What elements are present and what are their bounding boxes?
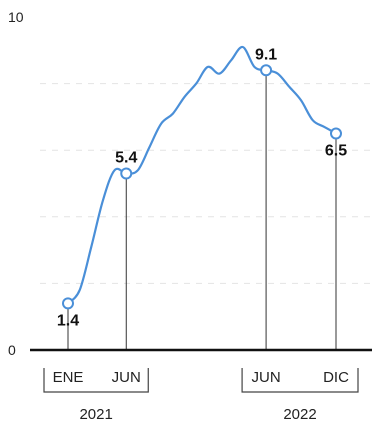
x-tick-label: ENE bbox=[53, 369, 84, 386]
data-label: 9.1 bbox=[255, 46, 277, 63]
x-tick-labels: ENE JUN JUN DIC bbox=[53, 369, 350, 386]
x-tick-label: JUN bbox=[112, 369, 141, 386]
series-line bbox=[66, 45, 338, 305]
x-tick-label: JUN bbox=[252, 369, 281, 386]
drop-lines bbox=[67, 70, 337, 350]
y-tick-labels: 0 10 bbox=[8, 9, 24, 358]
year-brackets: 2021 2022 bbox=[43, 368, 359, 423]
data-label: 6.5 bbox=[325, 143, 347, 160]
data-point-marker bbox=[62, 297, 74, 310]
highlighted-markers bbox=[62, 64, 342, 310]
data-label: 5.4 bbox=[115, 150, 137, 167]
data-point-marker bbox=[120, 167, 133, 180]
gridlines bbox=[40, 83, 372, 284]
y-tick-label: 10 bbox=[8, 9, 24, 25]
year-label: 2022 bbox=[283, 406, 316, 423]
year-bracket bbox=[43, 368, 149, 393]
data-point-marker bbox=[330, 127, 342, 140]
x-tick-label: DIC bbox=[323, 369, 349, 386]
y-tick-label: 0 bbox=[8, 342, 16, 358]
data-label: 1.4 bbox=[57, 312, 79, 329]
data-point-marker bbox=[260, 64, 273, 77]
data-labels: 1.4 5.4 9.1 6.5 bbox=[57, 46, 347, 329]
year-bracket bbox=[241, 368, 359, 393]
year-label: 2021 bbox=[79, 406, 112, 423]
